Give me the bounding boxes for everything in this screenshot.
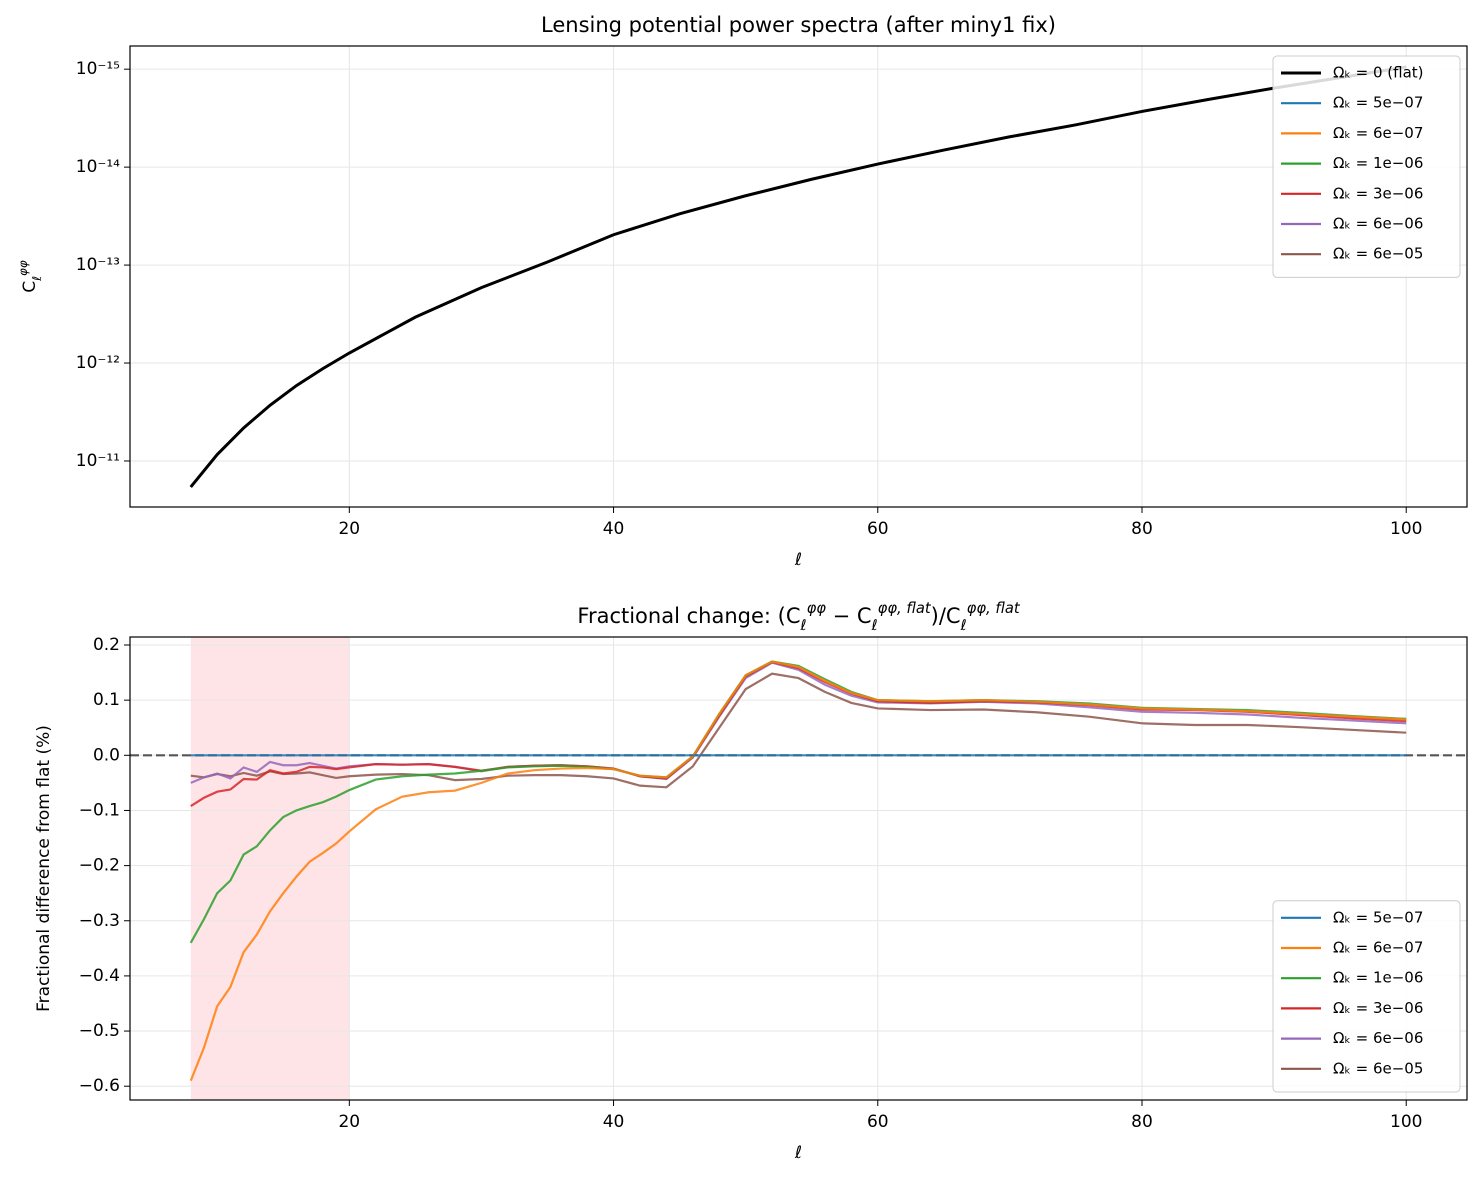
legend-box [1272, 55, 1461, 278]
x-tick-label: 80 [1131, 1112, 1153, 1132]
y-tick-label: −0.6 [79, 1076, 120, 1096]
legend-label: Ωₖ = 6e−05 [1333, 1059, 1423, 1077]
plot-frame [129, 45, 1468, 508]
legend-label: Ωₖ = 5e−07 [1333, 908, 1423, 926]
legend-label: Ωₖ = 1e−06 [1333, 969, 1423, 987]
legend-label: Ωₖ = 5e−07 [1333, 94, 1423, 112]
legend-label: Ωₖ = 1e−06 [1333, 154, 1423, 172]
x-tick-label: 60 [867, 519, 889, 539]
series-line [189, 65, 1407, 488]
chart-title-part: Fractional change: (C [577, 604, 800, 628]
legend-label: Ωₖ = 0 (flat) [1333, 64, 1424, 82]
y-axis-label-part: ℓ [30, 276, 44, 282]
y-tick-label: 0.0 [93, 745, 120, 765]
y-tick-label: 0.2 [93, 635, 120, 655]
y-tick-label: 10⁻¹² [76, 353, 120, 373]
y-tick-label: −0.1 [79, 800, 120, 820]
y-tick-label: 10⁻¹¹ [76, 451, 120, 471]
shaded-region [190, 637, 350, 1100]
y-tick-label: −0.3 [79, 911, 120, 931]
chart-title-part: − C [826, 604, 872, 628]
series-line [189, 660, 1407, 944]
chart-title-part: φφ, flat [878, 600, 932, 617]
chart-title-part: ℓ [960, 617, 967, 634]
x-tick-label: 40 [603, 519, 625, 539]
x-tick-label: 40 [603, 1112, 625, 1132]
y-axis-label-part: φφ [16, 260, 30, 276]
y-axis-label: Cℓφφ [16, 260, 44, 293]
legend-label: Ωₖ = 3e−06 [1333, 184, 1423, 202]
x-tick-label: 100 [1390, 519, 1422, 539]
chart-title-part: )/C [931, 604, 961, 628]
legend-label: Ωₖ = 6e−07 [1333, 939, 1423, 957]
chart-title-part: ℓ [800, 617, 807, 634]
series-line [189, 660, 1407, 1082]
series-line [189, 65, 1407, 488]
chart-title-part: φφ, flat [967, 600, 1021, 617]
x-axis-label: ℓ [794, 1143, 802, 1163]
chart-title: Lensing potential power spectra (after m… [541, 13, 1056, 37]
y-tick-label: −0.4 [79, 966, 120, 986]
legend-label: Ωₖ = 6e−07 [1333, 124, 1423, 142]
y-axis-label-part: C [20, 281, 40, 293]
y-tick-label: 10⁻¹⁵ [76, 59, 120, 79]
legend-label: Ωₖ = 3e−06 [1333, 999, 1423, 1017]
series-line [189, 65, 1407, 488]
x-tick-label: 60 [867, 1112, 889, 1132]
y-tick-label: −0.2 [79, 856, 120, 876]
chart-title-part: φφ [807, 600, 827, 617]
y-tick-label: 10⁻¹⁴ [76, 157, 120, 177]
series-line [189, 65, 1407, 488]
plot-frame [129, 636, 1468, 1101]
series-line [189, 65, 1407, 488]
chart-title-part: ℓ [871, 617, 878, 634]
x-axis-label: ℓ [794, 550, 802, 570]
x-tick-label: 20 [338, 1112, 360, 1132]
legend-label: Ωₖ = 6e−05 [1333, 245, 1423, 263]
x-tick-label: 80 [1131, 519, 1153, 539]
y-tick-label: −0.5 [79, 1021, 120, 1041]
legend-label: Ωₖ = 6e−06 [1333, 1029, 1423, 1047]
y-tick-label: 0.1 [93, 690, 120, 710]
y-tick-label: 10⁻¹³ [76, 255, 120, 275]
series-line [190, 660, 1407, 807]
series-line [189, 65, 1407, 488]
y-axis-label: Fractional difference from flat (%) [34, 725, 54, 1012]
x-tick-label: 20 [338, 519, 360, 539]
x-tick-label: 100 [1390, 1112, 1422, 1132]
series-line [190, 672, 1407, 789]
chart-title: Fractional change: (Cℓφφ − Cℓφφ, flat)/C… [577, 600, 1020, 634]
series-line [189, 65, 1407, 488]
legend-label: Ωₖ = 6e−06 [1333, 215, 1423, 233]
